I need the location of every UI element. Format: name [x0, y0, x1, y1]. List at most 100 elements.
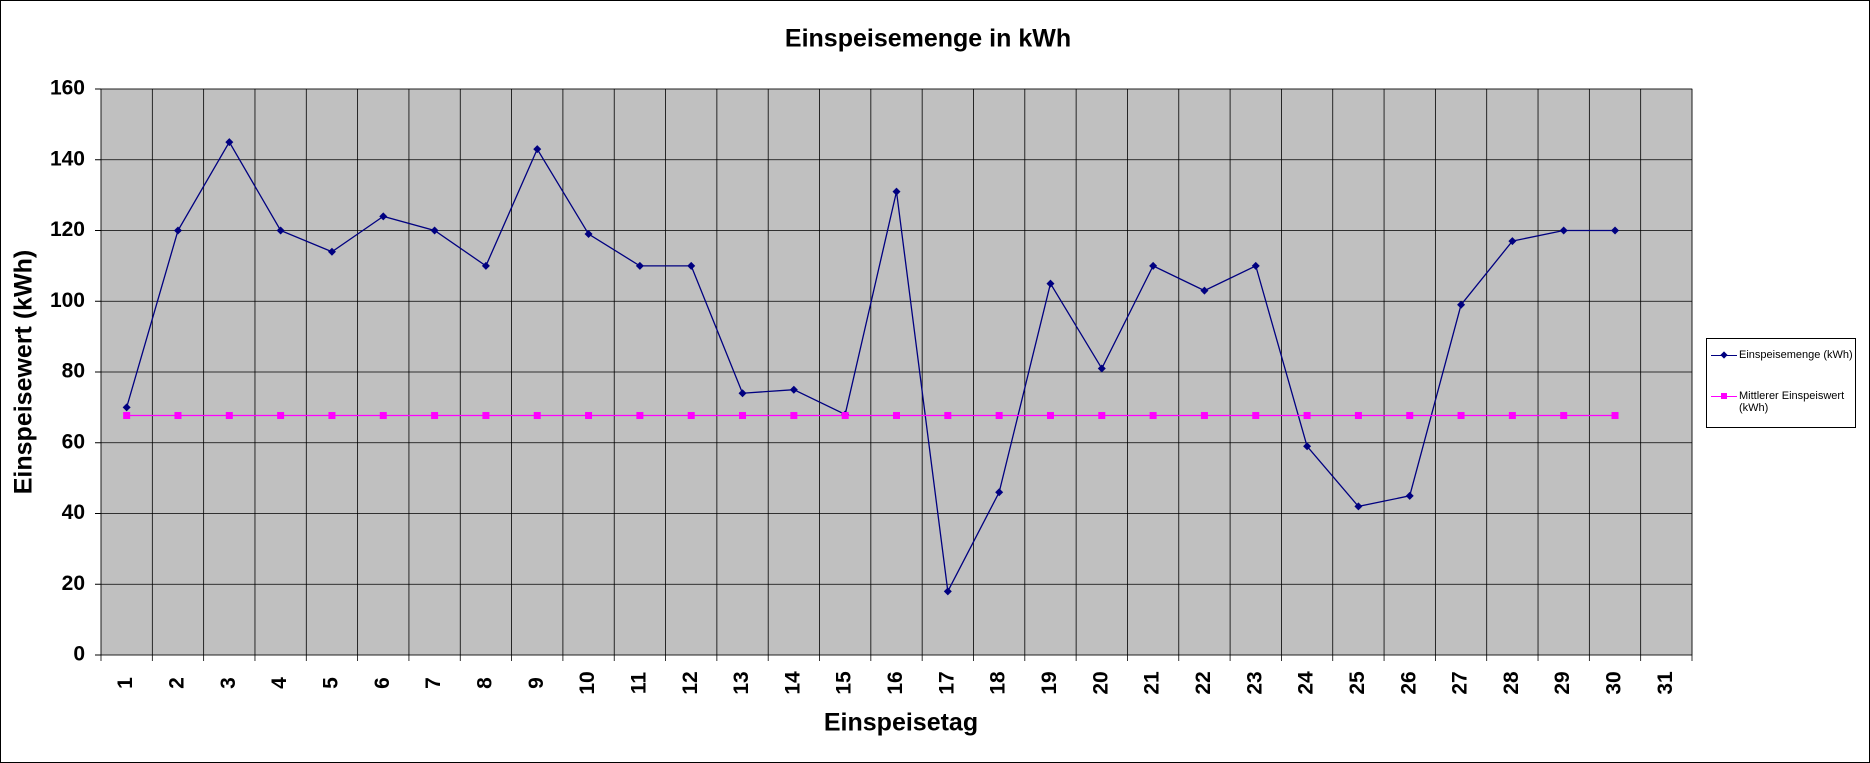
- point: [1200, 286, 1209, 295]
- point: [482, 412, 490, 420]
- y-tick-label: 80: [62, 360, 85, 383]
- point: [738, 389, 747, 398]
- point: [1354, 502, 1363, 511]
- x-tick-label: 17: [935, 671, 958, 694]
- x-tick-label: 4: [268, 677, 291, 689]
- point: [790, 412, 798, 420]
- point: [687, 412, 695, 420]
- y-tick-label: 40: [62, 501, 85, 524]
- y-tick-label: 20: [62, 572, 85, 595]
- y-tick-label: 60: [62, 430, 85, 453]
- point: [943, 587, 952, 596]
- point: [1046, 412, 1054, 420]
- point: [1611, 412, 1619, 420]
- point: [1097, 364, 1106, 373]
- legend: Einspeisemenge (kWh) Mittlerer Einspeiswe…: [1706, 338, 1856, 428]
- x-tick-label: 3: [217, 677, 240, 689]
- point: [533, 145, 542, 154]
- x-tick-label: 5: [319, 677, 342, 689]
- x-tick-label: 16: [884, 671, 907, 694]
- point: [893, 412, 900, 420]
- point: [1611, 226, 1620, 235]
- point: [379, 212, 388, 221]
- x-tick-label: 13: [730, 671, 753, 694]
- point: [584, 230, 593, 239]
- point: [1098, 412, 1106, 420]
- legend-item: Einspeisemenge (kWh): [1711, 349, 1856, 361]
- x-tick-label: 18: [987, 671, 1010, 695]
- x-tick-label: 15: [833, 671, 856, 695]
- x-tick-label: 11: [627, 672, 650, 695]
- x-tick-label: 2: [166, 677, 189, 689]
- point: [276, 226, 285, 235]
- legend-swatch: [1711, 349, 1737, 361]
- point: [1560, 412, 1568, 420]
- point: [1303, 412, 1311, 420]
- x-tick-label: 28: [1500, 671, 1523, 695]
- point: [1406, 412, 1414, 420]
- point: [379, 412, 387, 420]
- x-tick-label: 27: [1449, 671, 1472, 694]
- point: [1303, 442, 1312, 451]
- x-tick-label: 25: [1346, 671, 1369, 695]
- x-tick-label: 19: [1038, 671, 1061, 694]
- point: [687, 261, 696, 270]
- x-tick-label: 14: [781, 671, 804, 695]
- point: [585, 412, 593, 420]
- y-tick-label: 120: [50, 218, 85, 241]
- point: [739, 412, 747, 420]
- point: [841, 412, 849, 420]
- point: [1457, 412, 1465, 420]
- x-tick-label: 30: [1603, 671, 1626, 694]
- point: [636, 412, 644, 420]
- legend-item: Mittlerer Einspeiswert (kWh): [1711, 390, 1856, 414]
- point: [174, 412, 182, 420]
- x-tick-label: 20: [1089, 671, 1112, 694]
- x-tick-label: 31: [1654, 671, 1677, 695]
- x-tick-label: 24: [1295, 671, 1318, 695]
- x-tick-label: 23: [1243, 671, 1266, 694]
- point: [277, 412, 285, 420]
- point: [1251, 261, 1260, 270]
- point: [635, 261, 644, 270]
- point: [173, 226, 182, 235]
- point: [995, 412, 1003, 420]
- point: [1200, 412, 1208, 420]
- x-tick-label: 10: [576, 671, 599, 694]
- point: [1508, 237, 1517, 246]
- point: [533, 412, 541, 420]
- series-line: [126, 140, 1616, 594]
- point: [123, 412, 131, 420]
- legend-label: Mittlerer Einspeiswert (kWh): [1739, 390, 1845, 414]
- chart-title: Einspeisemenge in kWh: [785, 25, 1071, 53]
- point: [328, 412, 336, 420]
- x-tick-label: 1: [114, 677, 137, 689]
- x-tick-label: 21: [1141, 671, 1164, 695]
- x-tick-label: 9: [525, 677, 548, 689]
- x-tick-label: 7: [422, 677, 445, 689]
- point: [1457, 300, 1466, 309]
- legend-swatch: [1711, 390, 1737, 402]
- legend-label: Einspeisemenge (kWh): [1739, 349, 1853, 361]
- point: [122, 403, 131, 412]
- x-tick-label: 8: [473, 677, 496, 689]
- point: [430, 226, 439, 235]
- point: [995, 488, 1004, 497]
- x-tick-label: 22: [1192, 671, 1215, 694]
- x-tick-label: 12: [679, 671, 702, 694]
- point: [1149, 261, 1158, 270]
- point: [327, 247, 336, 256]
- point: [892, 187, 901, 196]
- point: [789, 385, 798, 394]
- y-tick-label: 140: [50, 147, 85, 170]
- x-axis-label: Einspeisetag: [824, 709, 978, 737]
- y-tick-label: 0: [73, 643, 85, 666]
- point: [225, 138, 234, 147]
- point: [1046, 279, 1055, 288]
- point: [481, 261, 490, 270]
- y-tick-label: 100: [50, 289, 85, 312]
- point: [431, 412, 439, 420]
- x-tick-label: 6: [371, 677, 394, 689]
